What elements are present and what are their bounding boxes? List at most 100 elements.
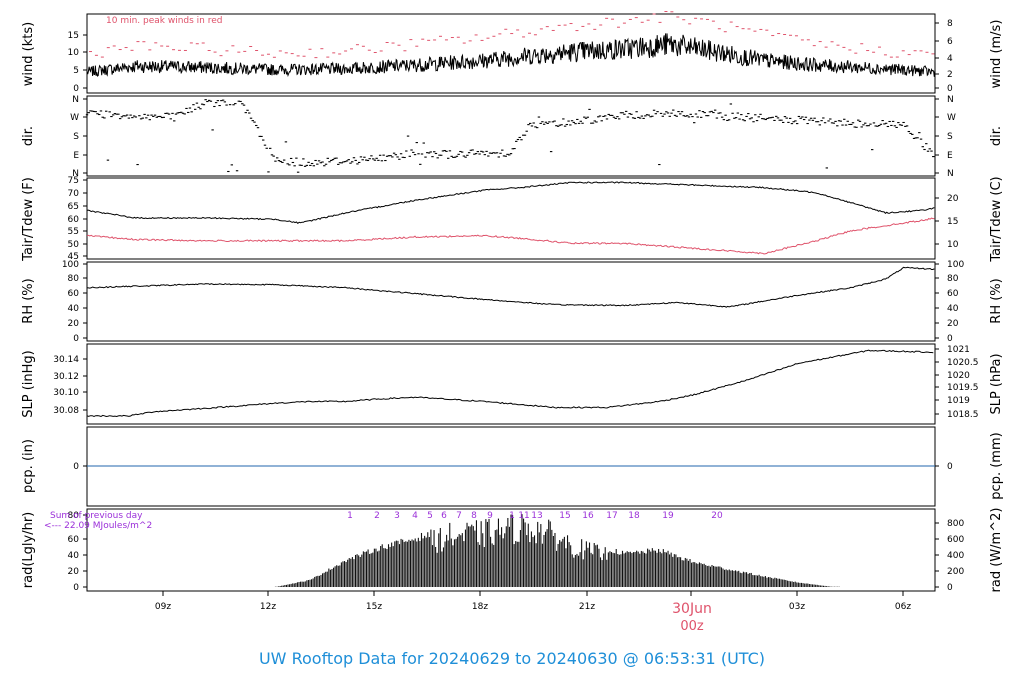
ylabel-left-slp: SLP (inHg) <box>21 350 36 418</box>
left-tick-label-temp: 70 <box>68 189 80 199</box>
ylabel-left-rad: rad(Lgly/hr) <box>21 512 36 588</box>
left-tick-label-rh: 100 <box>62 260 79 270</box>
right-tick-label-wind: 4 <box>947 54 953 64</box>
left-tick-label-rad: 80 <box>68 511 80 521</box>
left-tick-label-dir: E <box>73 151 79 161</box>
right-tick-label-rad: 400 <box>947 551 964 561</box>
tair-line <box>86 181 935 224</box>
wind-speed-line <box>86 33 936 77</box>
right-tick-label-dir: S <box>947 132 953 142</box>
ylabel-right-dir: dir. <box>989 126 1004 146</box>
right-tick-label-temp: 15 <box>947 217 958 227</box>
right-tick-label-dir: E <box>947 151 953 161</box>
left-tick-label-dir: N <box>72 95 79 105</box>
rad-hour-label: 13 <box>531 511 542 521</box>
left-tick-label-rad: 0 <box>73 583 79 593</box>
ylabel-left-wind: wind (kts) <box>21 22 36 86</box>
right-tick-label-wind: 2 <box>947 70 953 80</box>
left-tick-label-rh: 20 <box>68 319 80 329</box>
left-tick-label-wind: 0 <box>73 84 79 94</box>
left-tick-label-dir: S <box>73 132 79 142</box>
right-tick-label-dir: W <box>947 113 956 123</box>
time-tick-label: 09z <box>155 602 171 612</box>
rad-hour-label: 1 <box>509 511 515 521</box>
left-tick-label-slp: 30.14 <box>53 355 79 365</box>
date-sub-label: 00z <box>680 619 704 634</box>
slp-line <box>86 349 934 418</box>
right-tick-label-slp: 1020 <box>947 371 970 381</box>
time-tick-label: 15z <box>366 602 382 612</box>
right-tick-label-rh: 40 <box>947 304 959 314</box>
ylabel-left-temp: Tair/Tdew (F) <box>21 177 36 262</box>
left-tick-label-wind: 15 <box>68 31 79 41</box>
time-tick-label: 06z <box>895 602 911 612</box>
left-tick-label-dir: N <box>72 169 79 179</box>
left-tick-label-rh: 80 <box>68 274 80 284</box>
right-tick-label-slp: 1018.5 <box>947 410 979 420</box>
left-tick-label-wind: 5 <box>73 66 79 76</box>
ylabel-right-slp: SLP (hPa) <box>989 353 1004 414</box>
rh-line <box>86 266 935 308</box>
rad-hour-label: 18 <box>628 511 640 521</box>
time-tick-label: 12z <box>260 602 276 612</box>
ylabel-right-wind: wind (m/s) <box>989 20 1004 89</box>
right-tick-label-rh: 100 <box>947 260 964 270</box>
right-tick-label-wind: 0 <box>947 84 953 94</box>
left-tick-label-temp: 45 <box>68 252 79 262</box>
wind-annotation: 10 min. peak winds in red <box>106 16 223 26</box>
rad-hour-label: 4 <box>412 511 418 521</box>
right-tick-label-rh: 0 <box>947 334 953 344</box>
rad-summary-line1: Sum of previous day <box>50 511 143 521</box>
left-tick-label-rh: 40 <box>68 304 80 314</box>
rad-hour-label: 2 <box>374 511 380 521</box>
right-tick-label-rh: 80 <box>947 274 959 284</box>
right-tick-label-rh: 20 <box>947 319 959 329</box>
rad-hour-label: 9 <box>487 511 493 521</box>
right-tick-label-rad: 0 <box>947 583 953 593</box>
right-tick-label-slp: 1021 <box>947 345 970 355</box>
panel-frame-slp <box>86 343 936 425</box>
rad-hour-label: 6 <box>441 511 447 521</box>
date-label: 30Jun <box>672 601 712 617</box>
rad-hour-label: 3 <box>394 511 400 521</box>
left-tick-label-rad: 40 <box>68 551 80 561</box>
panel-frame-rad <box>86 508 936 592</box>
right-tick-label-wind: 6 <box>947 37 953 47</box>
left-tick-label-slp: 30.10 <box>53 388 79 398</box>
rad-hour-label: 5 <box>427 511 433 521</box>
ylabel-right-rh: RH (%) <box>989 278 1004 323</box>
right-tick-label-rad: 800 <box>947 519 964 529</box>
rad-hour-label: 11 <box>518 511 529 521</box>
left-tick-label-temp: 60 <box>68 215 80 225</box>
rad-summary-line2: <--- 22.09 MJoules/m^2 <box>44 521 152 531</box>
right-tick-label-rad: 600 <box>947 535 964 545</box>
left-tick-label-slp: 30.08 <box>53 406 79 416</box>
right-tick-label-dir: N <box>947 95 954 105</box>
right-tick-label-dir: N <box>947 169 954 179</box>
left-tick-label-temp: 50 <box>68 240 80 250</box>
panel-frame-rh <box>86 261 936 342</box>
rad-hour-label: 19 <box>662 511 674 521</box>
rad-hour-label: 15 <box>559 511 570 521</box>
right-tick-label-wind: 8 <box>947 19 953 29</box>
ylabel-right-rad: rad (W/m^2) <box>989 508 1004 593</box>
left-tick-label-temp: 75 <box>68 176 79 186</box>
left-tick-label-pcp: 0 <box>73 462 79 472</box>
ylabel-left-dir: dir. <box>21 126 36 146</box>
time-tick-label: 18z <box>472 602 488 612</box>
footer-title: UW Rooftop Data for 20240629 to 20240630… <box>258 649 766 668</box>
ylabel-right-pcp: pcp. (mm) <box>989 432 1004 499</box>
rad-hour-label: 16 <box>582 511 594 521</box>
left-tick-label-temp: 65 <box>68 202 79 212</box>
ylabel-left-pcp: pcp. (in) <box>21 439 36 493</box>
left-tick-label-rad: 20 <box>68 567 80 577</box>
left-tick-label-rh: 0 <box>73 334 79 344</box>
rad-hour-label: 17 <box>606 511 617 521</box>
ylabel-right-temp: Tair/Tdew (C) <box>989 176 1004 262</box>
left-tick-label-slp: 30.12 <box>53 372 79 382</box>
right-tick-label-temp: 10 <box>947 240 959 250</box>
rad-hour-label: 7 <box>456 511 462 521</box>
right-tick-label-temp: 20 <box>947 194 959 204</box>
rad-hour-label: 20 <box>711 511 723 521</box>
